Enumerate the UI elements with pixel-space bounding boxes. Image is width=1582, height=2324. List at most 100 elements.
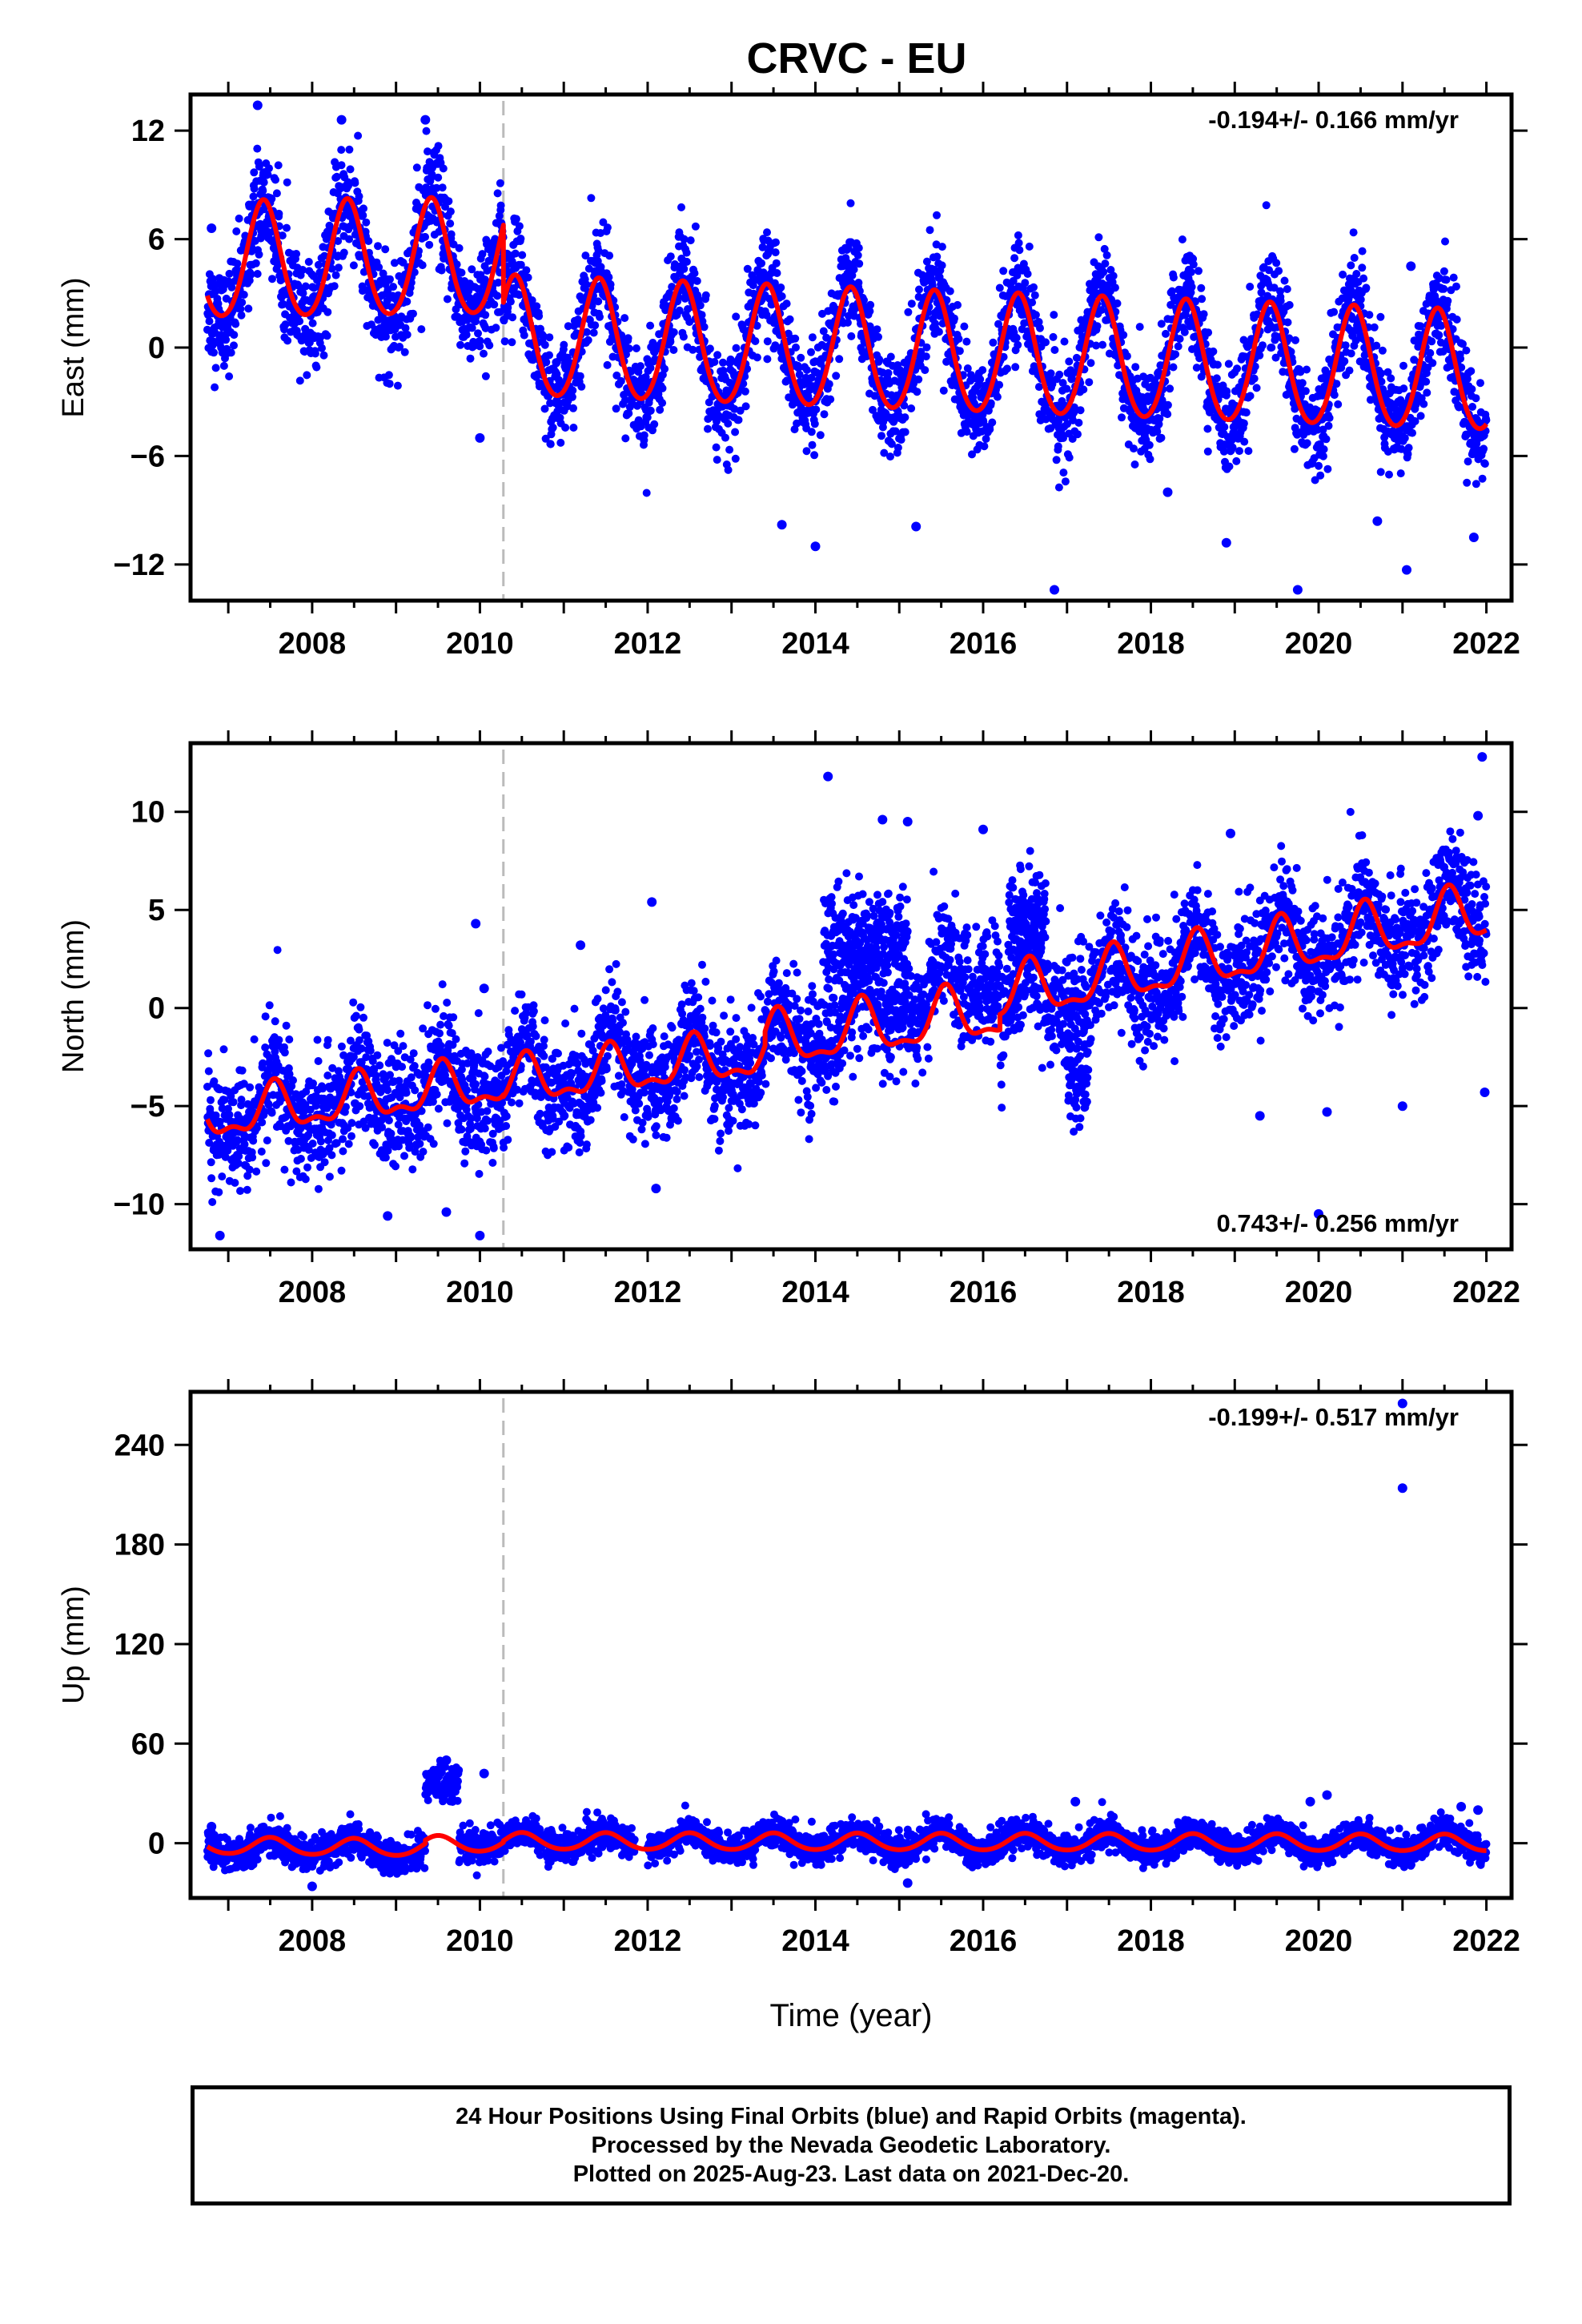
data-point [232, 227, 241, 235]
data-point [436, 1020, 445, 1029]
data-point [225, 269, 234, 278]
data-point [216, 331, 225, 340]
data-point [1246, 283, 1255, 291]
data-point [264, 1100, 273, 1109]
data-point [281, 1113, 290, 1122]
data-point [1257, 288, 1266, 297]
data-point [999, 267, 1008, 275]
data-point [235, 1152, 243, 1160]
data-point [810, 420, 819, 428]
data-point [299, 266, 307, 274]
north-panel: 2008 2010 2012 2014 2016 2018 2020 2022−10−5051… [57, 730, 1528, 1309]
data-point [364, 237, 373, 245]
data-point [1097, 306, 1106, 315]
data-point [646, 406, 655, 415]
data-point [942, 357, 951, 366]
data-point [1296, 368, 1305, 376]
data-point [1054, 483, 1063, 492]
data-point [753, 353, 761, 362]
data-point [474, 329, 482, 338]
data-point [239, 291, 248, 299]
data-point [913, 388, 921, 396]
data-point [1189, 260, 1198, 269]
data-point [1074, 430, 1082, 439]
data-point [1323, 464, 1332, 473]
data-point [429, 1140, 438, 1148]
data-point [704, 424, 712, 433]
data-point [323, 332, 331, 340]
outlier-point [336, 115, 347, 125]
data-point [1031, 311, 1040, 320]
data-point [1154, 368, 1163, 376]
data-point [640, 431, 648, 440]
data-point [988, 418, 997, 427]
data-point [385, 380, 394, 388]
data-point [980, 442, 989, 451]
data-point [700, 323, 709, 332]
data-point [822, 333, 831, 342]
data-point [1003, 364, 1011, 373]
data-point [577, 382, 586, 391]
data-point [1232, 456, 1241, 465]
data-point [1468, 384, 1476, 393]
data-point [295, 317, 304, 326]
data-point [1169, 363, 1178, 372]
data-point [1383, 368, 1392, 376]
data-point [291, 1090, 300, 1099]
data-point [252, 1167, 261, 1176]
data-point [1422, 300, 1431, 308]
data-point [381, 332, 390, 341]
data-point [347, 1119, 356, 1128]
data-point [646, 321, 655, 330]
data-point [1235, 447, 1243, 456]
data-point [283, 336, 292, 345]
data-point [506, 297, 515, 306]
data-point [339, 1147, 347, 1156]
data-point [1330, 308, 1339, 316]
outlier-point [1372, 516, 1383, 526]
data-point [854, 279, 863, 287]
data-point [1356, 296, 1365, 304]
data-point [280, 1048, 289, 1057]
data-point [802, 447, 811, 456]
data-point [1319, 445, 1328, 453]
data-point [1065, 453, 1074, 462]
data-point [416, 1140, 424, 1148]
data-point [1014, 231, 1022, 239]
data-point [1034, 318, 1043, 326]
data-point [1358, 247, 1367, 255]
data-point [1419, 400, 1428, 408]
data-point [1298, 379, 1307, 388]
data-point [1146, 455, 1154, 464]
data-point [1009, 276, 1018, 285]
data-point [591, 321, 600, 330]
data-point [219, 1045, 228, 1054]
data-point [410, 268, 419, 276]
data-point [261, 1012, 270, 1021]
data-point [424, 147, 432, 156]
data-point [1270, 283, 1279, 292]
data-point [444, 1021, 453, 1030]
data-point [337, 146, 346, 155]
data-point [582, 328, 591, 336]
data-point [295, 376, 304, 385]
data-point [314, 1184, 323, 1193]
data-point [1209, 347, 1218, 356]
data-point [1408, 428, 1416, 437]
data-point [1065, 357, 1074, 366]
data-point [1186, 267, 1195, 276]
data-point [456, 340, 464, 349]
data-point [679, 332, 688, 341]
data-point [1074, 418, 1083, 427]
data-point [1034, 383, 1043, 392]
data-point [675, 306, 684, 315]
data-point [227, 283, 236, 292]
data-point [1203, 447, 1212, 456]
data-point [589, 328, 598, 337]
data-point [907, 404, 916, 412]
data-point [452, 260, 461, 269]
data-point [1109, 271, 1118, 280]
data-point [1322, 435, 1331, 444]
data-point [259, 178, 268, 187]
data-point [880, 448, 889, 457]
